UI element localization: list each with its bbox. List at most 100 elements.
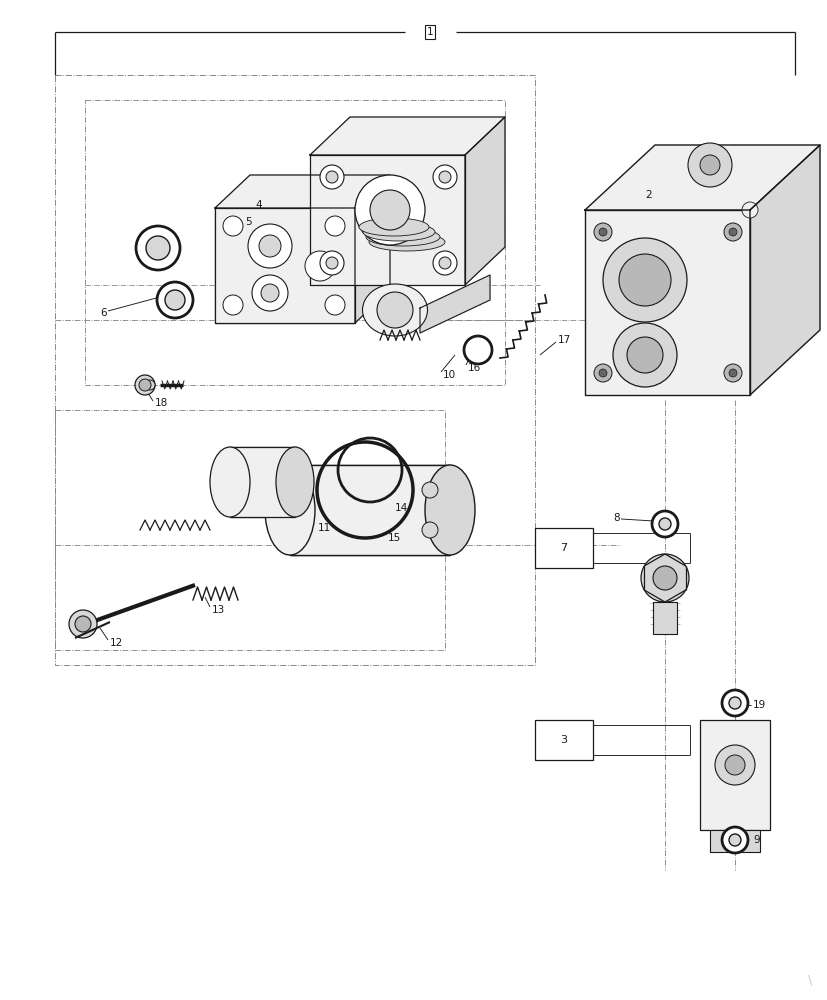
Text: 12: 12 bbox=[110, 638, 123, 648]
Bar bbox=[85, 100, 504, 385]
Polygon shape bbox=[419, 275, 490, 333]
Text: 15: 15 bbox=[388, 533, 401, 543]
Circle shape bbox=[222, 216, 242, 236]
Circle shape bbox=[261, 284, 279, 302]
Text: 9: 9 bbox=[752, 835, 758, 845]
Circle shape bbox=[626, 337, 662, 373]
Ellipse shape bbox=[362, 284, 427, 336]
Circle shape bbox=[433, 165, 457, 189]
Ellipse shape bbox=[424, 465, 475, 555]
Circle shape bbox=[165, 290, 184, 310]
Circle shape bbox=[319, 251, 343, 275]
Bar bbox=[534, 528, 592, 568]
Text: \: \ bbox=[807, 973, 811, 986]
Ellipse shape bbox=[371, 238, 449, 256]
Circle shape bbox=[653, 566, 676, 590]
Bar bbox=[585, 210, 749, 395]
Circle shape bbox=[75, 616, 91, 632]
Text: 4: 4 bbox=[255, 200, 261, 210]
Circle shape bbox=[319, 165, 343, 189]
Bar bbox=[230, 447, 294, 517]
Circle shape bbox=[145, 380, 155, 390]
Circle shape bbox=[640, 554, 688, 602]
Circle shape bbox=[619, 254, 670, 306]
Ellipse shape bbox=[210, 447, 250, 517]
Polygon shape bbox=[355, 175, 390, 323]
Circle shape bbox=[612, 323, 676, 387]
Circle shape bbox=[602, 238, 686, 322]
Text: 14: 14 bbox=[394, 503, 408, 513]
Ellipse shape bbox=[265, 465, 314, 555]
Text: 1: 1 bbox=[426, 27, 433, 37]
Circle shape bbox=[438, 257, 451, 269]
Circle shape bbox=[699, 155, 719, 175]
Text: 3: 3 bbox=[560, 735, 566, 745]
Bar bbox=[699, 720, 769, 830]
Circle shape bbox=[724, 755, 744, 775]
Polygon shape bbox=[215, 175, 390, 208]
Circle shape bbox=[259, 235, 280, 257]
Text: 6: 6 bbox=[100, 308, 107, 318]
Text: 10: 10 bbox=[442, 370, 456, 380]
Bar bbox=[534, 720, 592, 760]
Ellipse shape bbox=[366, 228, 439, 246]
Circle shape bbox=[325, 295, 345, 315]
Circle shape bbox=[251, 275, 288, 311]
Circle shape bbox=[598, 369, 606, 377]
Circle shape bbox=[687, 143, 731, 187]
Circle shape bbox=[723, 364, 741, 382]
Circle shape bbox=[721, 690, 747, 716]
Circle shape bbox=[326, 171, 337, 183]
Circle shape bbox=[325, 216, 345, 236]
Circle shape bbox=[135, 375, 155, 395]
Circle shape bbox=[136, 226, 179, 270]
Circle shape bbox=[376, 292, 413, 328]
Polygon shape bbox=[749, 145, 819, 395]
Circle shape bbox=[593, 223, 611, 241]
Circle shape bbox=[593, 364, 611, 382]
Circle shape bbox=[728, 228, 736, 236]
Ellipse shape bbox=[359, 218, 428, 236]
Bar bbox=[309, 155, 465, 285]
Ellipse shape bbox=[375, 243, 455, 261]
Text: 11: 11 bbox=[318, 523, 331, 533]
Bar bbox=[215, 208, 355, 323]
Circle shape bbox=[139, 379, 151, 391]
Circle shape bbox=[355, 175, 424, 245]
Circle shape bbox=[433, 251, 457, 275]
Circle shape bbox=[463, 336, 491, 364]
Text: 17: 17 bbox=[557, 335, 571, 345]
Circle shape bbox=[721, 827, 747, 853]
Polygon shape bbox=[309, 117, 504, 155]
Circle shape bbox=[728, 369, 736, 377]
Ellipse shape bbox=[275, 447, 313, 517]
Circle shape bbox=[728, 834, 740, 846]
Polygon shape bbox=[465, 117, 504, 285]
Bar bbox=[55, 75, 534, 665]
Circle shape bbox=[248, 224, 292, 268]
Circle shape bbox=[370, 190, 409, 230]
Circle shape bbox=[728, 697, 740, 709]
Text: 5: 5 bbox=[245, 217, 251, 227]
Text: 7: 7 bbox=[560, 543, 566, 553]
Bar bbox=[709, 830, 759, 852]
Text: 13: 13 bbox=[212, 605, 225, 615]
Circle shape bbox=[658, 518, 670, 530]
Polygon shape bbox=[585, 145, 819, 210]
Text: 18: 18 bbox=[155, 398, 168, 408]
Bar bbox=[289, 465, 449, 555]
Text: 2: 2 bbox=[644, 190, 651, 200]
Circle shape bbox=[69, 610, 97, 638]
Circle shape bbox=[222, 295, 242, 315]
Circle shape bbox=[146, 236, 170, 260]
Bar bbox=[55, 410, 444, 650]
Circle shape bbox=[422, 482, 437, 498]
Circle shape bbox=[598, 228, 606, 236]
Circle shape bbox=[422, 522, 437, 538]
Text: 19: 19 bbox=[752, 700, 765, 710]
Ellipse shape bbox=[369, 233, 444, 251]
Text: 8: 8 bbox=[612, 513, 619, 523]
Circle shape bbox=[651, 511, 677, 537]
Bar bbox=[653, 602, 676, 634]
Text: 16: 16 bbox=[467, 363, 480, 373]
